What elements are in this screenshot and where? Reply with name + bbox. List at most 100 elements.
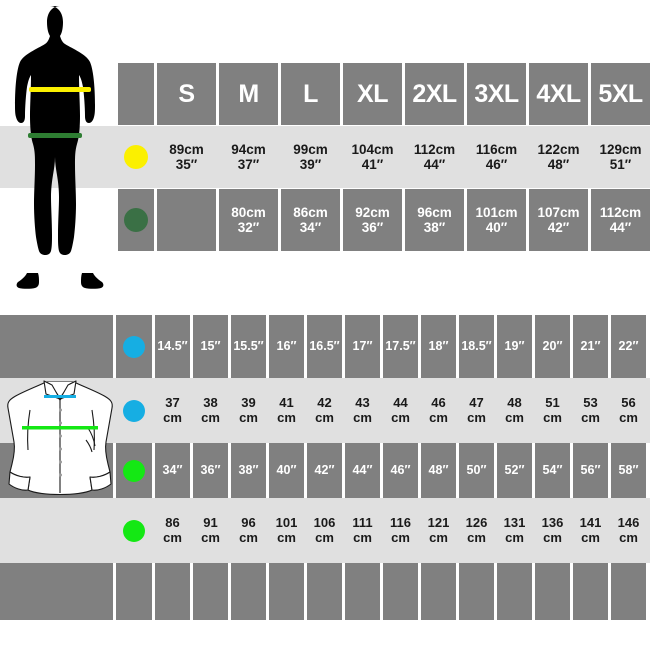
value-number: 38 bbox=[203, 395, 218, 411]
table-cell: 126 cm bbox=[459, 498, 494, 563]
value-number: 141 bbox=[579, 515, 602, 531]
table-cell: 46 cm bbox=[421, 378, 456, 443]
value-number: 43 bbox=[355, 395, 370, 411]
value-cm: 122cm bbox=[537, 141, 580, 157]
value-inch: 16.5″ bbox=[309, 338, 340, 353]
table-cell: 15″ bbox=[193, 315, 228, 378]
waist-measure-line bbox=[28, 133, 82, 138]
value-unit: cm bbox=[353, 409, 372, 425]
table-cell: 111 cm bbox=[345, 498, 380, 563]
value-cm: 89cm bbox=[169, 141, 204, 157]
table-cell-empty bbox=[307, 563, 342, 620]
top-table-waist-row: 80cm 32″ 86cm 34″ 92cm 36″ 96cm 38″ 101cm 40″ 107c… bbox=[0, 189, 650, 251]
value-inch: 18.5″ bbox=[461, 338, 492, 353]
table-cell: 44″ bbox=[345, 443, 380, 498]
table-cell: 94cm 37″ bbox=[219, 126, 278, 188]
value-inch: 17″ bbox=[352, 338, 373, 353]
value-inch: 41″ bbox=[361, 157, 384, 172]
size-label: 2XL bbox=[412, 80, 457, 108]
table-cell: 16″ bbox=[269, 315, 304, 378]
long-sleeve-shirt-illustration bbox=[7, 380, 113, 495]
value-number: 121 bbox=[427, 515, 450, 531]
value-number: 106 bbox=[313, 515, 336, 531]
table-cell: 37 cm bbox=[155, 378, 190, 443]
value-number: 44 bbox=[393, 395, 408, 411]
top-header-size-l: L bbox=[281, 63, 340, 125]
value-unit: cm bbox=[581, 409, 600, 425]
value-inch: 17.5″ bbox=[385, 338, 416, 353]
value-number: 91 bbox=[203, 515, 218, 531]
value-inch: 20″ bbox=[542, 338, 563, 353]
value-inch: 46″ bbox=[390, 462, 411, 477]
table-cell: 116 cm bbox=[383, 498, 418, 563]
value-unit: cm bbox=[239, 529, 258, 545]
value-unit: cm bbox=[163, 409, 182, 425]
table-cell: 21″ bbox=[573, 315, 608, 378]
table-cell-empty bbox=[573, 563, 608, 620]
value-inch: 15″ bbox=[200, 338, 221, 353]
value-cm: 101cm bbox=[475, 204, 518, 220]
size-label: 3XL bbox=[474, 80, 519, 108]
table-cell: 20″ bbox=[535, 315, 570, 378]
male-body-silhouette bbox=[15, 6, 104, 289]
table-cell-empty bbox=[535, 563, 570, 620]
table-cell: 106 cm bbox=[307, 498, 342, 563]
value-unit: cm bbox=[505, 529, 524, 545]
value-inch: 40″ bbox=[276, 462, 297, 477]
top-size-table: S M L XL 2XL 3XL 4XL 5XL 89cm 35″ 94cm 37″ 99cm 39″ 1… bbox=[0, 0, 650, 251]
value-cm: 112cm bbox=[413, 141, 456, 157]
table-cell: 121 cm bbox=[421, 498, 456, 563]
table-cell-empty bbox=[459, 563, 494, 620]
table-cell: 39 cm bbox=[231, 378, 266, 443]
table-cell: 146 cm bbox=[611, 498, 646, 563]
value-inch: 34″ bbox=[299, 220, 322, 235]
value-inch: 34″ bbox=[162, 462, 183, 477]
size-label: 5XL bbox=[598, 80, 643, 108]
top-header-size-4xl: 4XL bbox=[529, 63, 588, 125]
table-cell: 43 cm bbox=[345, 378, 380, 443]
size-label: L bbox=[303, 80, 318, 108]
bottom-r4-figure-cell bbox=[0, 563, 113, 620]
table-cell: 86 cm bbox=[155, 498, 190, 563]
collar-measure-line bbox=[44, 395, 76, 398]
bottom-r0-figure-cell bbox=[0, 315, 113, 378]
table-cell: 122cm 48″ bbox=[529, 126, 588, 188]
table-cell: 89cm 35″ bbox=[157, 126, 216, 188]
value-number: 37 bbox=[165, 395, 180, 411]
value-number: 126 bbox=[465, 515, 488, 531]
bottom-row-footer bbox=[0, 563, 650, 620]
value-unit: cm bbox=[429, 409, 448, 425]
table-cell: 104cm 41″ bbox=[343, 126, 402, 188]
table-cell: 141 cm bbox=[573, 498, 608, 563]
value-inch: 39″ bbox=[299, 157, 322, 172]
table-cell: 56 cm bbox=[611, 378, 646, 443]
table-cell-empty bbox=[269, 563, 304, 620]
table-cell: 42 cm bbox=[307, 378, 342, 443]
value-unit: cm bbox=[543, 409, 562, 425]
value-inch: 22″ bbox=[618, 338, 639, 353]
table-cell-empty bbox=[231, 563, 266, 620]
top-table-chest-row: 89cm 35″ 94cm 37″ 99cm 39″ 104cm 41″ 112cm 44″ 116… bbox=[0, 126, 650, 188]
value-cm: 104cm bbox=[351, 141, 394, 157]
value-number: 136 bbox=[541, 515, 564, 531]
table-cell: 129cm 51″ bbox=[591, 126, 650, 188]
table-cell: 34″ bbox=[155, 443, 190, 498]
table-cell-empty bbox=[193, 563, 228, 620]
table-cell: 38 cm bbox=[193, 378, 228, 443]
table-cell: 86cm 34″ bbox=[281, 189, 340, 251]
top-header-size-m: M bbox=[219, 63, 278, 125]
table-cell-empty bbox=[611, 563, 646, 620]
table-cell-empty bbox=[497, 563, 532, 620]
bottom-r4-marker-cell bbox=[116, 563, 152, 620]
bottom-r3-figure-cell bbox=[0, 498, 113, 563]
value-unit: cm bbox=[543, 529, 562, 545]
value-inch: 51″ bbox=[609, 157, 632, 172]
table-cell: 17.5″ bbox=[383, 315, 418, 378]
size-label: M bbox=[238, 80, 259, 108]
value-inch: 58″ bbox=[618, 462, 639, 477]
table-cell: 48″ bbox=[421, 443, 456, 498]
table-cell: 112cm 44″ bbox=[405, 126, 464, 188]
table-cell: 36″ bbox=[193, 443, 228, 498]
value-unit: cm bbox=[353, 529, 372, 545]
table-cell: 56″ bbox=[573, 443, 608, 498]
